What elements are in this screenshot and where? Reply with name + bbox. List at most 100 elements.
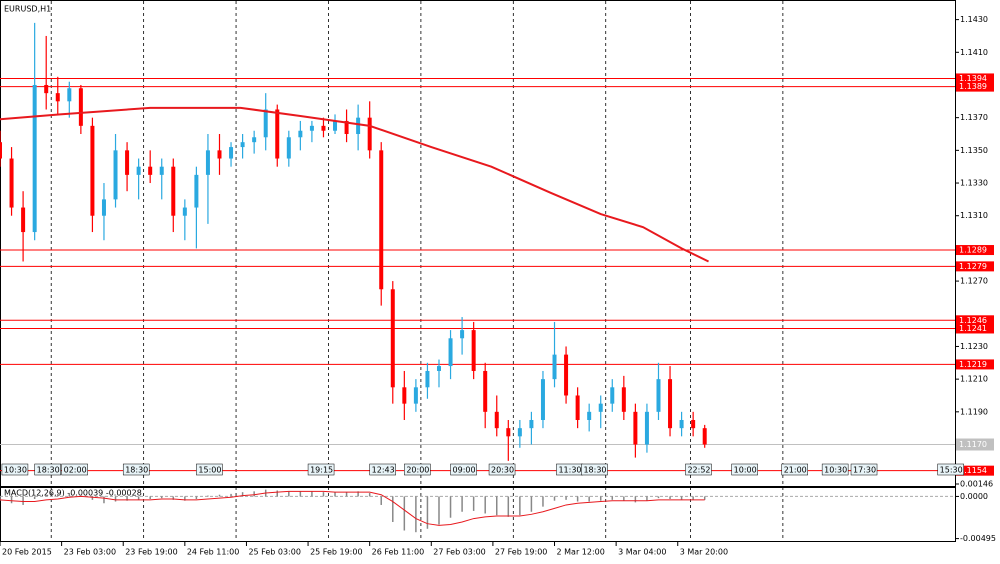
candle-body (679, 419, 684, 429)
event-label: 12:43 (372, 466, 395, 475)
x-tick-label: 20 Feb 2015 (2, 548, 52, 557)
candle-body (506, 428, 511, 437)
y2-tick-label: 0.00146 (960, 480, 993, 489)
event-box (1, 463, 29, 476)
chart-title: EURUSD,H1 (4, 5, 51, 14)
event-box (369, 463, 396, 476)
y-tick-label: 1.1190 (960, 407, 988, 416)
candle-body (587, 411, 592, 420)
candle-body (552, 354, 557, 380)
event-box (581, 463, 608, 476)
candle-body (564, 354, 569, 396)
event-box (850, 463, 878, 476)
level-label: 1.1241 (959, 324, 987, 333)
candle-body (171, 166, 176, 216)
x-tick-label: 3 Mar 04:00 (618, 548, 666, 557)
candle-body (229, 147, 234, 159)
candle-body (44, 84, 49, 94)
event-box (488, 463, 516, 476)
level-box (956, 323, 994, 334)
event-box (937, 463, 964, 476)
level-label: 1.1154 (959, 466, 987, 475)
candle-body (575, 395, 580, 420)
candle-body (217, 150, 222, 159)
level-label: 1.1246 (959, 316, 987, 325)
candle-body (367, 117, 372, 151)
candle-body (471, 330, 476, 371)
candle-body (113, 150, 118, 200)
y-tick-label: 1.1350 (960, 146, 988, 155)
candle-body (182, 207, 187, 216)
y-tick-label: 1.1230 (960, 342, 988, 351)
y-tick-label: 1.1210 (960, 375, 988, 384)
candle-body (691, 419, 696, 429)
main-panel (0, 0, 956, 487)
candle-body (9, 158, 14, 208)
event-box (122, 463, 150, 476)
event-label: 18:30 (125, 466, 148, 475)
event-label: 22:52 (687, 466, 710, 475)
event-box (61, 463, 88, 476)
event-box (196, 463, 223, 476)
event-box (307, 463, 335, 476)
candle-body (55, 93, 60, 102)
level-label: 1.1279 (959, 262, 987, 271)
moving-average (0, 106, 709, 263)
candle-body (78, 88, 83, 126)
candle-body (309, 125, 314, 131)
candle-body (344, 120, 349, 135)
candle-body (275, 109, 280, 159)
event-label: 09:00 (453, 466, 476, 475)
event-box (685, 463, 712, 476)
candle-body (148, 166, 153, 175)
candle-body (621, 387, 626, 412)
candle-body (540, 379, 545, 420)
candle-body (379, 150, 384, 290)
candle-body (633, 411, 638, 445)
y2-tick-label: -0.00495 (960, 534, 996, 543)
candle-body (159, 166, 164, 175)
candle-body (286, 137, 291, 159)
event-label: 19:15 (310, 466, 333, 475)
level-box (956, 465, 994, 476)
event-box (781, 463, 808, 476)
x-tick-label: 23 Feb 19:00 (125, 548, 177, 557)
candle-body (448, 338, 453, 367)
candle-body (356, 117, 361, 135)
candle-body (413, 387, 418, 404)
y-tick-label: 1.1430 (960, 15, 988, 24)
y-tick-label: 1.1370 (960, 113, 988, 122)
candle-body (263, 109, 268, 138)
candle-body (425, 370, 430, 388)
event-label: 10:00 (734, 466, 757, 475)
candle-body (67, 88, 72, 102)
event-label: 20:30 (491, 466, 514, 475)
x-tick-label: 27 Feb 03:00 (433, 548, 485, 557)
event-label: 10:30 (824, 466, 847, 475)
x-tick-label: 25 Feb 03:00 (248, 548, 300, 557)
candle-body (702, 428, 707, 445)
candle-body (252, 137, 257, 143)
candle-body (333, 120, 338, 131)
event-box (821, 463, 849, 476)
candle-body (656, 379, 661, 412)
level-box (956, 315, 994, 326)
candle-body (298, 130, 303, 138)
bid-box (956, 438, 994, 451)
candle-body (21, 207, 26, 233)
event-label: 15:30 (940, 466, 963, 475)
macd-signal (0, 490, 705, 526)
candle-body (644, 411, 649, 445)
x-tick-label: 3 Mar 20:00 (680, 548, 728, 557)
level-box (956, 261, 994, 272)
candle-body (402, 387, 407, 404)
candle-body (529, 419, 534, 429)
macd-label: MACD(12,26,9) -0.00039 -0.00028 (4, 489, 142, 498)
event-label: 20:00 (406, 466, 429, 475)
event-label: 02:00 (64, 466, 87, 475)
candle-body (668, 379, 673, 429)
level-label: 1.1394 (959, 74, 987, 83)
event-label: 21:00 (784, 466, 807, 475)
level-label: 1.1219 (959, 360, 987, 369)
event-label: 17:30 (853, 466, 876, 475)
